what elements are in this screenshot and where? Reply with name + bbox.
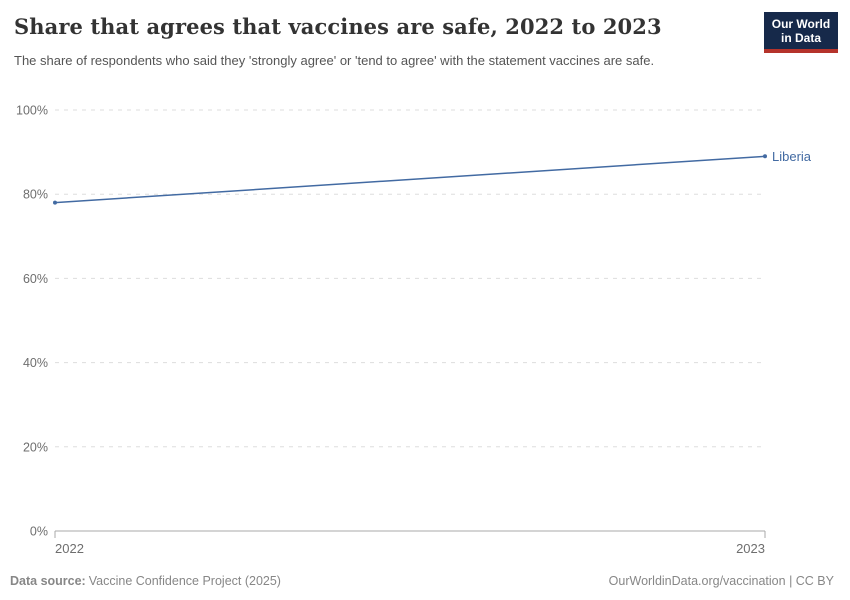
x-axis-label-start: 2022 <box>55 541 84 556</box>
owid-logo-line2: in Data <box>780 31 821 45</box>
attribution: OurWorldinData.org/vaccination | CC BY <box>608 574 834 588</box>
x-axis-label-end: 2023 <box>736 541 765 556</box>
y-axis-label-40: 40% <box>23 356 48 370</box>
y-axis-label-0: 0% <box>30 525 48 539</box>
line-chart-plot[interactable]: 0% 20% 40% 60% 80% 100% 2022 2023 Liberia <box>0 95 850 565</box>
series-point-end <box>763 154 767 159</box>
y-axis-label-100: 100% <box>16 104 48 118</box>
page-title: Share that agrees that vaccines are safe… <box>14 14 662 39</box>
owid-logo: Our World in Data <box>764 12 838 53</box>
series-point-start <box>53 200 57 205</box>
series-line-liberia[interactable] <box>54 155 766 204</box>
y-axis-label-60: 60% <box>23 272 48 286</box>
data-source: Data source: Vaccine Confidence Project (… <box>10 574 281 588</box>
chart-footer: Data source: Vaccine Confidence Project (… <box>10 574 834 588</box>
data-source-label: Data source: <box>10 574 86 588</box>
owid-logo-line1: Our World <box>771 17 831 31</box>
data-source-value: Vaccine Confidence Project (2025) <box>88 574 281 588</box>
y-axis-label-80: 80% <box>23 188 48 202</box>
y-axis-label-20: 20% <box>23 440 48 454</box>
chart-subtitle: The share of respondents who said they '… <box>14 53 655 68</box>
series-label-liberia[interactable]: Liberia <box>772 149 812 164</box>
